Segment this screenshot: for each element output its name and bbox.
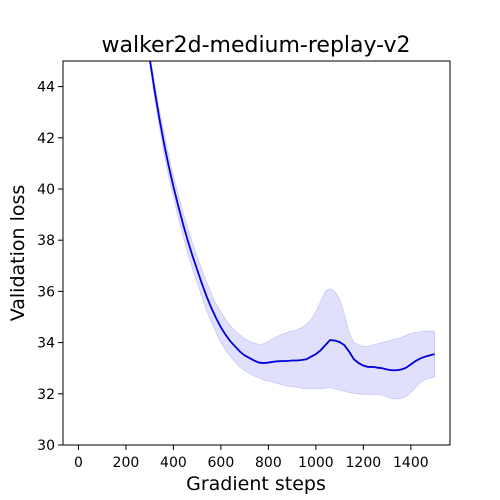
y-tick-label: 38 xyxy=(37,233,55,249)
x-axis-label: Gradient steps xyxy=(186,473,326,495)
y-axis: 30 32 34 36 38 40 42 44 xyxy=(37,80,63,454)
y-tick-label: 36 xyxy=(37,284,55,300)
x-tick-label: 0 xyxy=(74,455,83,471)
x-tick-label: 1200 xyxy=(346,455,382,471)
plot-frame xyxy=(62,60,451,446)
y-tick-label: 30 xyxy=(37,438,55,454)
x-axis: 0 200 400 600 800 1000 1200 1400 xyxy=(74,445,429,471)
x-tick-label: 200 xyxy=(113,455,140,471)
x-tick-label: 1000 xyxy=(298,455,334,471)
chart-title: walker2d-medium-replay-v2 xyxy=(101,33,410,58)
plot-area xyxy=(148,61,435,400)
validation-loss-line xyxy=(149,61,435,372)
confidence-band xyxy=(148,61,435,400)
x-tick-label: 600 xyxy=(208,455,235,471)
y-tick-label: 44 xyxy=(37,80,55,96)
y-tick-label: 40 xyxy=(37,182,55,198)
x-tick-label: 800 xyxy=(255,455,282,471)
x-tick-label: 1400 xyxy=(393,455,429,471)
y-tick-label: 32 xyxy=(37,387,55,403)
y-tick-label: 34 xyxy=(37,336,55,352)
x-tick-label: 400 xyxy=(160,455,187,471)
y-tick-label: 42 xyxy=(37,131,55,147)
y-axis-label: Validation loss xyxy=(7,185,29,322)
